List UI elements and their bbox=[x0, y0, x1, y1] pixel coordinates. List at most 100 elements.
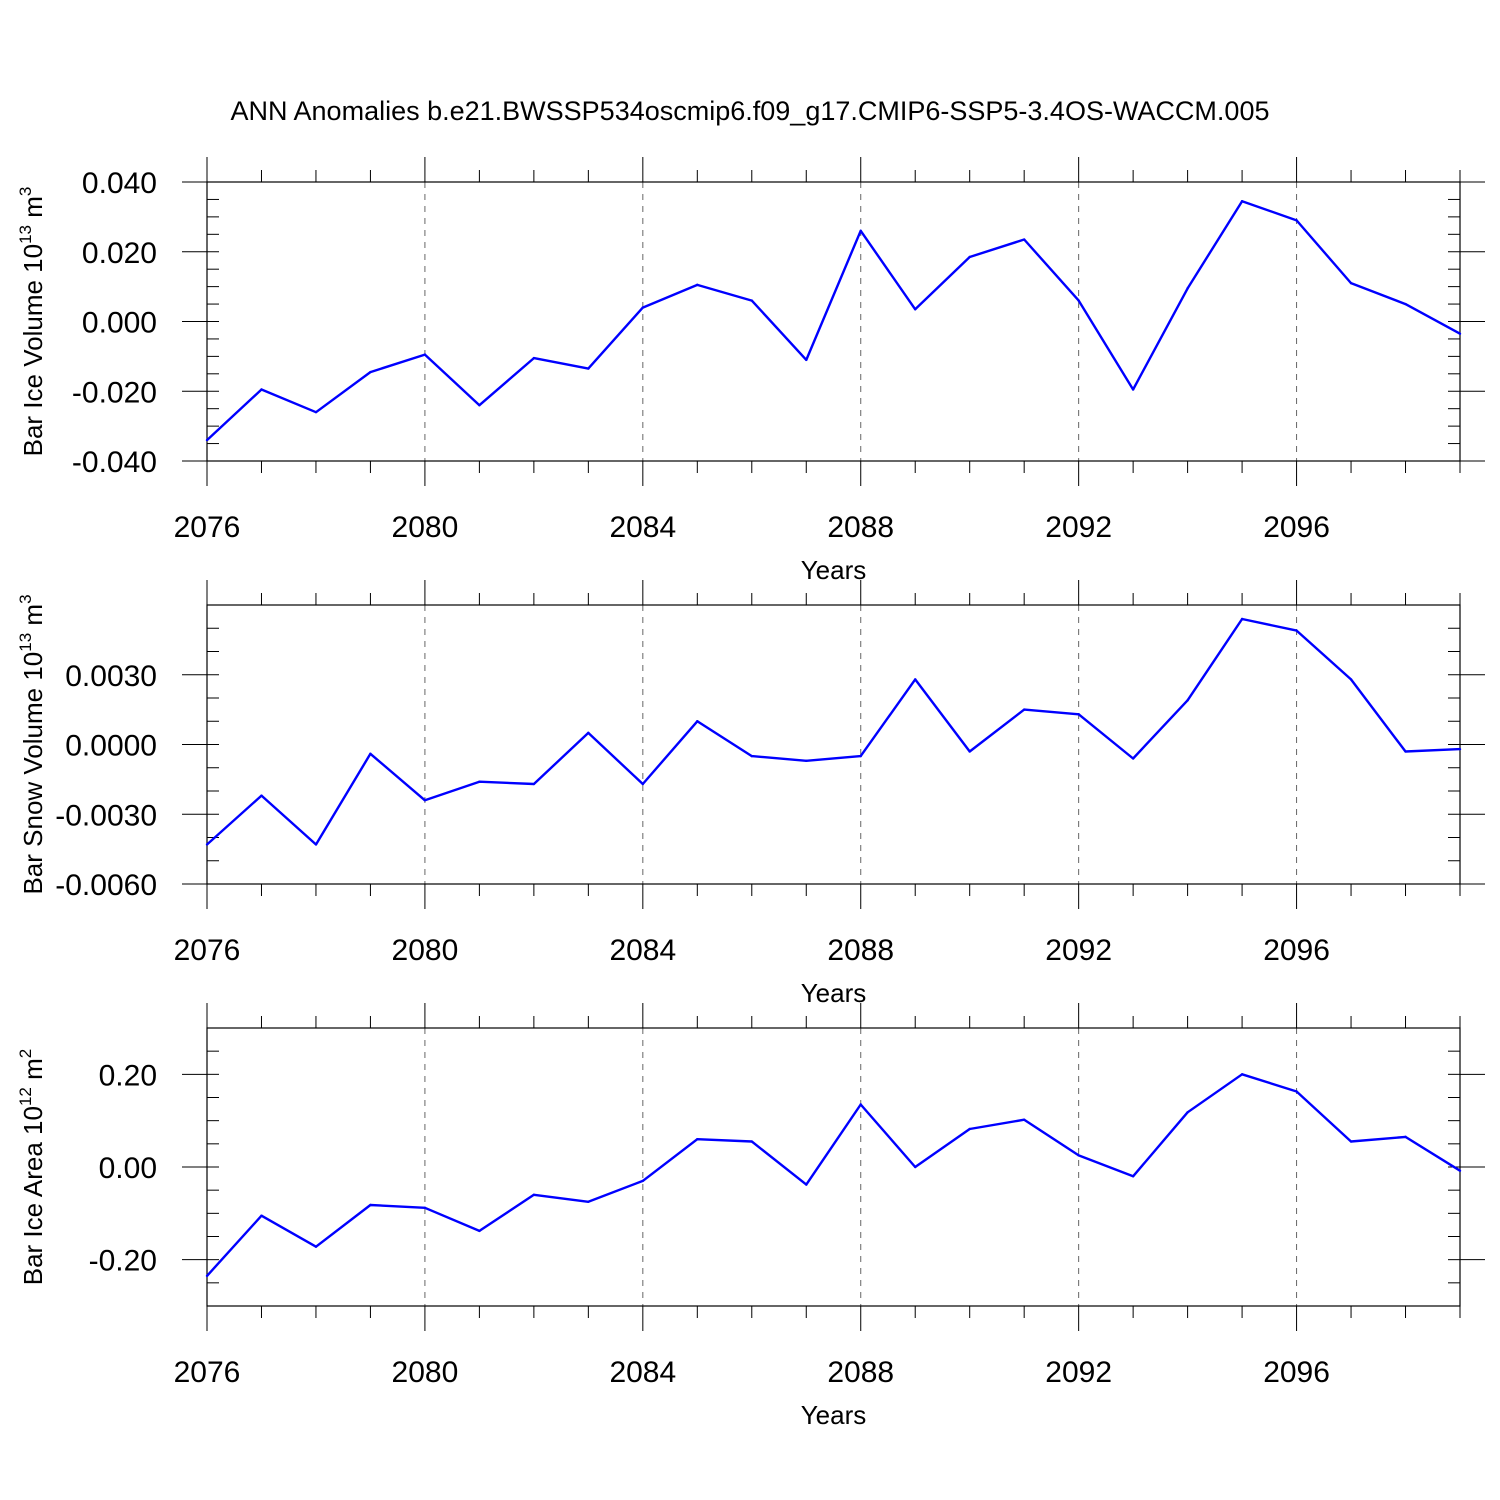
x-tick-label: 2076 bbox=[174, 1356, 241, 1389]
data-point bbox=[369, 370, 372, 374]
series-line bbox=[206, 1073, 1461, 1277]
data-point bbox=[914, 1165, 917, 1169]
data-point bbox=[1404, 302, 1407, 306]
data-point bbox=[532, 1193, 536, 1197]
y-axis-title-main: Bar Ice Volume 10 bbox=[18, 244, 48, 456]
data-point bbox=[1077, 1154, 1080, 1157]
y-axis-title-unit-exponent: 2 bbox=[16, 1049, 35, 1058]
x-tick-label: 2092 bbox=[1045, 1356, 1112, 1389]
x-tick-label: 2076 bbox=[174, 511, 241, 544]
data-point bbox=[1022, 238, 1026, 241]
data-point bbox=[205, 1274, 209, 1278]
data-point bbox=[914, 308, 917, 311]
x-axis-title: Years bbox=[801, 978, 867, 1008]
data-point bbox=[750, 1140, 753, 1143]
y-tick-label: -0.20 bbox=[89, 1245, 157, 1278]
data-point bbox=[805, 1183, 808, 1186]
x-tick-label: 2092 bbox=[1045, 934, 1112, 967]
y-tick-label: 0.0000 bbox=[65, 730, 157, 763]
data-point bbox=[423, 799, 427, 802]
data-point bbox=[423, 1206, 427, 1209]
series-line bbox=[206, 617, 1461, 846]
x-tick-label: 2076 bbox=[174, 934, 241, 967]
data-point bbox=[1022, 1118, 1026, 1121]
y-axis-title-unit: m bbox=[18, 604, 48, 633]
x-tick-label: 2088 bbox=[827, 511, 894, 544]
x-axis-title: Years bbox=[801, 555, 867, 585]
data-point bbox=[859, 1103, 862, 1106]
data-point bbox=[1295, 629, 1298, 632]
data-point bbox=[532, 356, 536, 360]
data-point bbox=[205, 843, 209, 846]
panel-1: 2076 2080 2084 2088 2092 2096 Years -0.040 -0.02… bbox=[16, 157, 1485, 585]
data-point bbox=[859, 229, 862, 233]
y-tick-label: -0.040 bbox=[72, 446, 157, 479]
x-tick-label: 2088 bbox=[827, 934, 894, 967]
data-point bbox=[1349, 678, 1353, 681]
x-axis-title: Years bbox=[801, 1400, 867, 1430]
data-point bbox=[1077, 713, 1080, 716]
plot-frame bbox=[206, 181, 1461, 462]
y-axis-title-main: Bar Ice Area 10 bbox=[18, 1106, 48, 1285]
data-point bbox=[1240, 617, 1244, 621]
plot-frame bbox=[206, 604, 1461, 885]
data-point bbox=[1186, 287, 1189, 290]
data-point bbox=[696, 1138, 699, 1141]
data-point bbox=[1240, 1073, 1244, 1076]
data-point bbox=[260, 794, 263, 797]
data-point bbox=[914, 678, 917, 681]
y-axis-title-exponent: 13 bbox=[16, 225, 35, 244]
data-point bbox=[423, 353, 427, 356]
x-tick-label: 2084 bbox=[609, 1356, 676, 1389]
panel-3: 2076 2080 2084 2088 2092 2096 Years -0.20 0.00 0.… bbox=[16, 1003, 1485, 1430]
data-point bbox=[478, 1229, 481, 1233]
data-point bbox=[1404, 750, 1407, 753]
data-point bbox=[805, 358, 808, 362]
data-point bbox=[1458, 1169, 1462, 1172]
data-point bbox=[1131, 388, 1135, 391]
data-point bbox=[205, 438, 209, 442]
y-tick-label: 0.20 bbox=[99, 1059, 157, 1092]
data-point bbox=[1458, 747, 1462, 751]
data-point bbox=[805, 759, 808, 762]
data-point bbox=[587, 367, 590, 370]
data-point bbox=[1186, 699, 1189, 702]
x-tick-label: 2080 bbox=[392, 934, 459, 967]
y-axis-title-unit-exponent: 3 bbox=[16, 187, 35, 196]
data-point bbox=[369, 1203, 372, 1207]
data-point bbox=[1022, 708, 1026, 711]
data-point bbox=[1240, 199, 1244, 203]
y-axis-title-unit: m bbox=[18, 1058, 48, 1087]
y-axis-title-unit: m bbox=[18, 196, 48, 225]
data-point bbox=[1295, 1090, 1298, 1093]
y-tick-label: 0.00 bbox=[99, 1152, 157, 1185]
y-tick-label: -0.0030 bbox=[55, 799, 157, 832]
y-tick-label: 0.000 bbox=[82, 307, 157, 340]
data-point bbox=[314, 1245, 318, 1248]
data-point bbox=[260, 1214, 263, 1217]
y-tick-label: 0.0030 bbox=[65, 660, 157, 693]
data-point bbox=[1186, 1111, 1189, 1114]
data-point bbox=[641, 1179, 645, 1183]
y-axis-title: Bar Ice Area 1012 m2 bbox=[16, 1049, 48, 1286]
data-point bbox=[1077, 299, 1080, 302]
data-point bbox=[641, 782, 645, 786]
x-tick-label: 2088 bbox=[827, 1356, 894, 1389]
data-point bbox=[478, 780, 481, 783]
x-tick-label: 2096 bbox=[1263, 934, 1330, 967]
data-point bbox=[750, 754, 753, 758]
panel-2: 2076 2080 2084 2088 2092 2096 Years -0.0060 -0.0… bbox=[16, 580, 1485, 1008]
data-point bbox=[587, 731, 590, 735]
data-point bbox=[968, 255, 971, 259]
series-line bbox=[206, 199, 1461, 441]
x-tick-label: 2096 bbox=[1263, 511, 1330, 544]
x-tick-label: 2084 bbox=[609, 511, 676, 544]
data-point bbox=[696, 283, 699, 287]
data-point bbox=[1458, 332, 1462, 335]
data-point bbox=[314, 410, 318, 414]
x-tick-label: 2084 bbox=[609, 934, 676, 967]
x-tick-label: 2092 bbox=[1045, 511, 1112, 544]
x-tick-label: 2080 bbox=[392, 1356, 459, 1389]
data-point bbox=[968, 750, 971, 753]
y-tick-label: -0.0060 bbox=[55, 869, 157, 902]
